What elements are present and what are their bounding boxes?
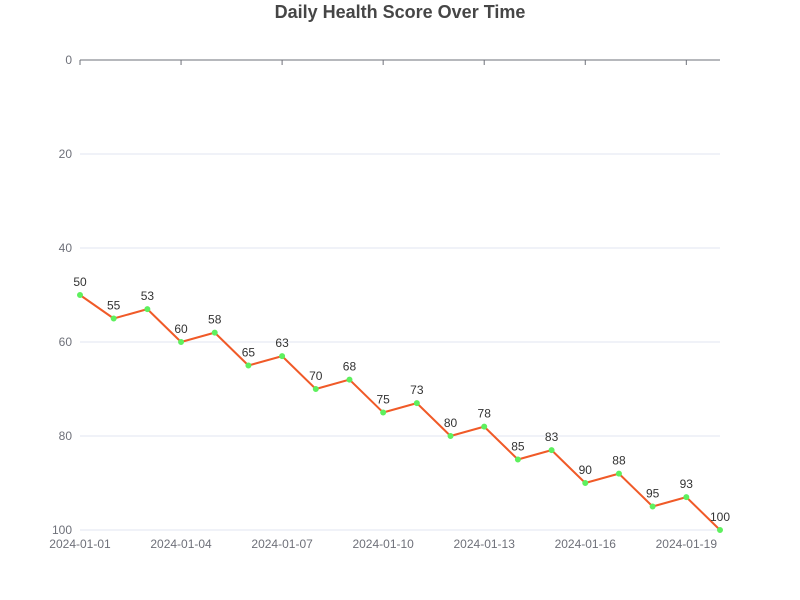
data-label: 70 [309, 369, 323, 383]
x-tick-label: 2024-01-07 [251, 537, 313, 551]
data-point[interactable] [279, 353, 286, 360]
data-point[interactable] [413, 400, 420, 407]
y-tick-label: 80 [59, 429, 73, 443]
data-point[interactable] [582, 480, 589, 486]
data-label: 85 [511, 440, 525, 454]
data-label: 68 [343, 360, 357, 374]
data-point[interactable] [649, 503, 656, 510]
data-point[interactable] [380, 409, 387, 416]
data-label: 78 [478, 407, 492, 421]
data-label: 60 [174, 322, 188, 336]
data-point[interactable] [245, 362, 252, 369]
data-label: 73 [410, 383, 424, 397]
data-point[interactable] [481, 423, 488, 430]
data-point[interactable] [312, 386, 319, 392]
y-tick-label: 60 [59, 335, 73, 349]
data-label: 50 [73, 275, 87, 289]
data-point[interactable] [615, 470, 622, 477]
data-label: 88 [612, 454, 626, 468]
data-point[interactable] [211, 329, 218, 336]
data-labels: 50 55 53 60 58 65 63 70 68 75 73 80 78 85 83 90 88 95 93 10… [73, 275, 730, 524]
x-tick-label: 2024-01-13 [454, 537, 516, 551]
data-point[interactable] [717, 527, 723, 533]
grid-lines [80, 153, 720, 531]
data-point[interactable] [110, 315, 117, 322]
data-label: 75 [376, 393, 390, 407]
data-label: 55 [107, 299, 121, 313]
x-tick-label: 2024-01-19 [656, 537, 718, 551]
data-point[interactable] [683, 494, 690, 501]
data-label: 80 [444, 416, 458, 430]
y-tick-label: 40 [59, 241, 73, 255]
data-label: 83 [545, 430, 559, 444]
data-label: 100 [710, 510, 730, 524]
data-label: 90 [579, 463, 593, 477]
x-tick-label: 2024-01-04 [150, 537, 212, 551]
data-point[interactable] [447, 433, 454, 439]
data-point[interactable] [548, 447, 555, 454]
data-label: 63 [275, 336, 289, 350]
data-label: 95 [646, 487, 660, 501]
data-point[interactable] [77, 292, 83, 298]
data-point[interactable] [144, 306, 151, 313]
y-tick-label: 100 [52, 523, 72, 537]
chart-title: Daily Health Score Over Time [274, 2, 526, 22]
series-line [79, 294, 721, 531]
data-point[interactable] [346, 376, 353, 383]
data-label: 65 [242, 346, 256, 360]
data-label: 58 [208, 313, 222, 327]
data-point[interactable] [514, 456, 521, 463]
x-tick-label: 2024-01-16 [555, 537, 617, 551]
x-tick-label: 2024-01-10 [352, 537, 414, 551]
data-point[interactable] [178, 339, 185, 345]
x-tick-label: 2024-01-01 [49, 537, 111, 551]
y-tick-label: 0 [65, 53, 72, 67]
series-line-layer [79, 294, 721, 531]
y-tick-label: 20 [59, 147, 73, 161]
data-points [77, 292, 723, 533]
data-label: 93 [680, 477, 694, 491]
data-label: 53 [141, 289, 155, 303]
